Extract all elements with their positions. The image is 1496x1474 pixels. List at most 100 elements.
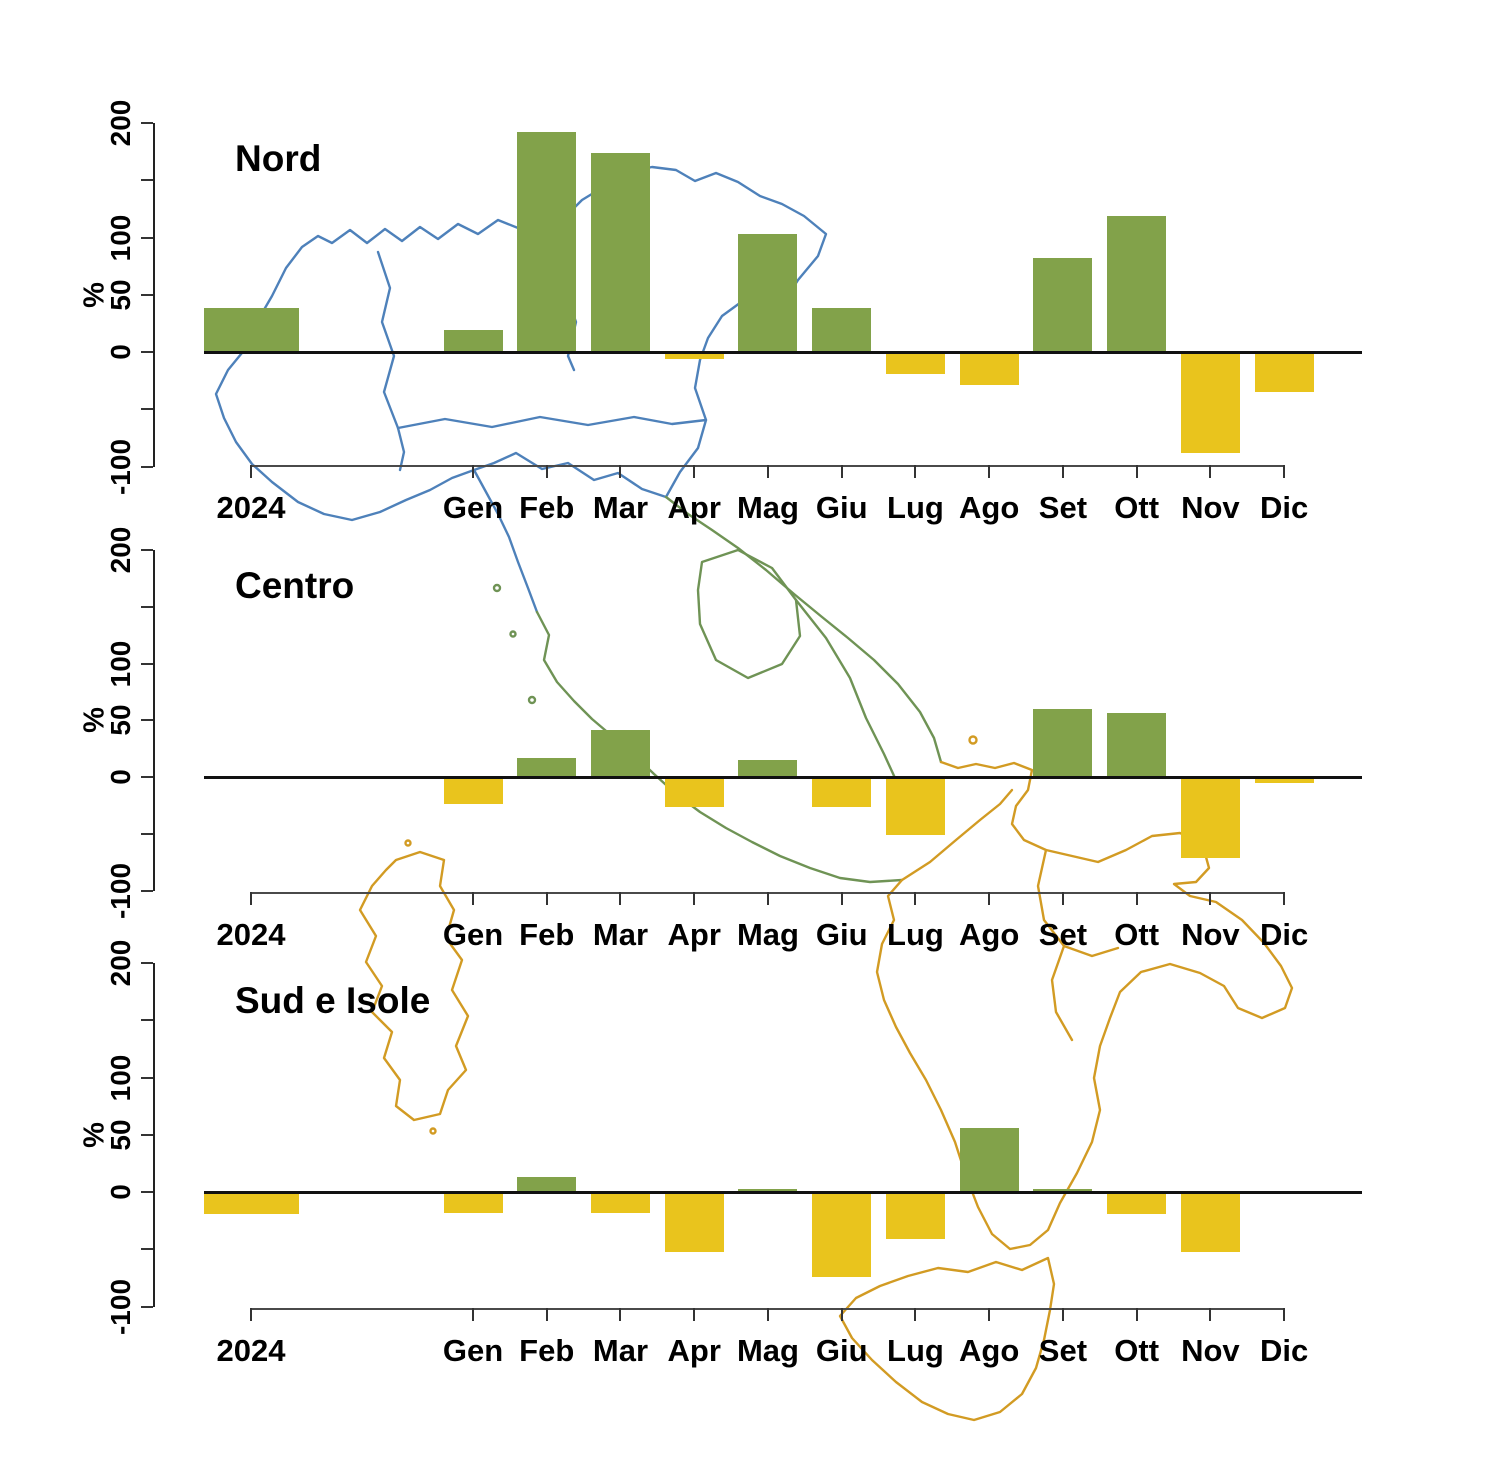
x-axis-tick: [1135, 1308, 1138, 1321]
x-axis-tick: [988, 465, 991, 478]
bar: [1180, 1192, 1240, 1252]
x-axis-month-label: Ago: [959, 490, 1020, 525]
bar: [1180, 777, 1240, 858]
x-axis-tick: [914, 1308, 917, 1321]
y-axis-tick: [141, 1019, 153, 1022]
x-axis-tick: [1135, 465, 1138, 478]
bar: [443, 777, 503, 805]
x-axis-month-label: Giu: [815, 490, 868, 525]
y-axis-tick-label: 0: [105, 769, 136, 785]
zero-line: [204, 1190, 1362, 1194]
y-axis-tick-label: 100: [105, 1054, 136, 1101]
x-axis-month-label: Gen: [442, 1333, 504, 1368]
y-axis-title: %: [78, 281, 111, 308]
x-axis-tick: [545, 892, 548, 905]
x-axis-tick: [1283, 465, 1286, 478]
bar: [1033, 1188, 1093, 1192]
x-axis-tick: [988, 1308, 991, 1321]
bar: [738, 759, 798, 777]
bar: [203, 308, 299, 352]
x-axis-month-label: Gen: [442, 490, 504, 525]
y-axis-tick-label: -100: [105, 862, 136, 919]
x-axis-tick: [766, 892, 769, 905]
x-axis-tick: [914, 465, 917, 478]
x-axis-month-label: Ott: [1114, 917, 1160, 952]
bar: [443, 330, 503, 352]
x-axis-tick: [545, 465, 548, 478]
x-axis-month-label: Ott: [1114, 1333, 1160, 1368]
x-axis-tick: [1283, 892, 1286, 905]
x-axis-tick: [693, 465, 696, 478]
x-axis-month-label: Mag: [736, 490, 799, 525]
bar: [1107, 713, 1167, 777]
y-axis-tick-label: 100: [105, 214, 136, 261]
x-axis-tick: [766, 1308, 769, 1321]
bar: [590, 1192, 650, 1213]
y-axis-tick: [141, 179, 153, 182]
bar: [1180, 352, 1240, 453]
x-axis-tick: [250, 465, 252, 478]
x-axis-month-label: Giu: [815, 1333, 868, 1368]
y-axis-tick: [141, 236, 153, 239]
x-axis-month-label: Lug: [887, 1333, 944, 1368]
zero-line: [204, 775, 1362, 779]
x-axis-tick: [840, 1308, 843, 1321]
x-axis-tick: [1283, 1308, 1286, 1321]
x-axis-tick: [693, 1308, 696, 1321]
panel-title: Sud e Isole: [235, 980, 431, 1021]
y-axis-tick: [141, 293, 153, 296]
bar: [738, 234, 798, 352]
x-axis-month-label: Mar: [592, 917, 649, 952]
y-axis-tick: [141, 889, 153, 892]
map-region-south-outline: [358, 735, 1294, 1422]
y-axis-tick-label: 0: [105, 1184, 136, 1200]
x-axis-month-label: Apr: [667, 490, 721, 525]
x-axis-month-label: Apr: [667, 1333, 721, 1368]
bar: [517, 1177, 577, 1192]
x-axis-tick: [619, 465, 622, 478]
x-axis-month-label: Nov: [1181, 490, 1240, 525]
x-axis-tick: [472, 465, 474, 478]
x-axis-tick: [988, 892, 991, 905]
x-axis-month-label: Dic: [1260, 490, 1309, 525]
bar: [885, 352, 945, 374]
x-axis-year-label: 2024: [216, 917, 286, 952]
x-axis-tick: [914, 892, 917, 905]
bar: [1254, 777, 1314, 783]
x-axis-tick: [472, 892, 474, 905]
bar: [885, 777, 945, 835]
x-axis-month-label: Feb: [519, 917, 575, 952]
x-axis-tick: [766, 465, 769, 478]
y-axis-tick: [141, 662, 153, 665]
x-axis-tick: [472, 1308, 474, 1321]
x-axis-month-label: Set: [1038, 490, 1088, 525]
bar: [664, 777, 724, 807]
bar: [664, 1192, 724, 1252]
x-axis-month-label: Mag: [736, 917, 799, 952]
y-axis-tick: [141, 1133, 153, 1136]
y-axis-line: [153, 963, 155, 1307]
y-axis-tick: [141, 465, 153, 468]
x-axis-year-label: 2024: [216, 490, 286, 525]
y-axis-tick: [141, 1305, 153, 1308]
bar: [812, 308, 872, 352]
x-axis-tick: [1209, 1308, 1212, 1321]
x-axis-month-label: Dic: [1260, 917, 1309, 952]
bar: [590, 730, 650, 777]
x-axis-month-label: Mag: [736, 1333, 799, 1368]
bar: [1033, 258, 1093, 352]
x-axis-tick: [1209, 892, 1212, 905]
x-axis-month-label: Ott: [1114, 490, 1160, 525]
y-axis-tick: [141, 832, 153, 835]
x-axis-year-label: 2024: [216, 1333, 286, 1368]
y-axis-tick-label: 200: [105, 939, 136, 987]
x-axis-month-label: Dic: [1260, 1333, 1309, 1368]
x-axis-month-label: Mar: [592, 490, 649, 525]
x-axis-month-label: Feb: [519, 490, 575, 525]
x-axis-month-label: Nov: [1181, 1333, 1240, 1368]
y-axis-tick-label: 100: [105, 640, 136, 687]
bar: [203, 1192, 299, 1214]
y-axis-tick: [141, 605, 153, 608]
